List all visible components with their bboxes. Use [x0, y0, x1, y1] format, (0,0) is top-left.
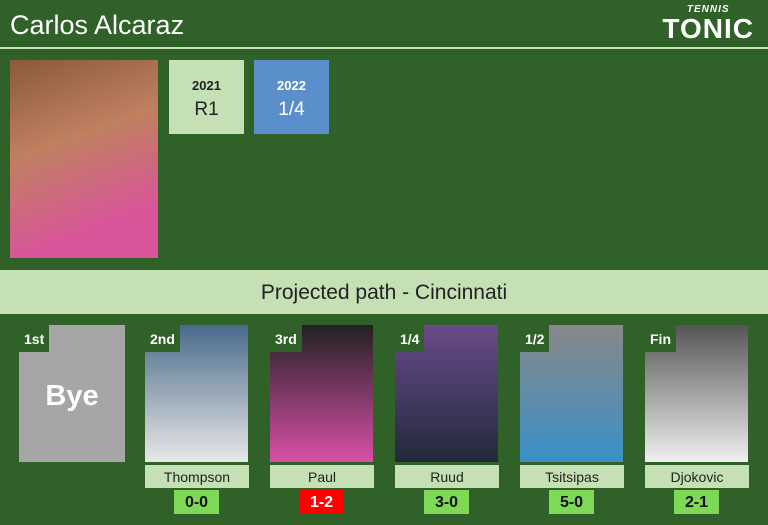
- h2h-score: 5-0: [549, 490, 594, 514]
- h2h-score: 1-2: [299, 490, 344, 514]
- bye-card: 1st Bye: [19, 325, 125, 462]
- opponent-name: Thompson: [145, 465, 249, 488]
- opponent-photo: 1/4: [395, 325, 498, 462]
- player-photo: [10, 60, 158, 258]
- history-2021: 2021 R1: [169, 60, 244, 134]
- h2h-score: 3-0: [424, 490, 469, 514]
- h2h-score: 2-1: [674, 490, 719, 514]
- opponent-photo: 1/2: [520, 325, 623, 462]
- opponent-photo: 2nd: [145, 325, 248, 462]
- divider: [0, 47, 768, 49]
- opponent-name: Djokovic: [645, 465, 749, 488]
- h2h-score: 0-0: [174, 490, 219, 514]
- projected-path-banner: Projected path - Cincinnati: [0, 270, 768, 314]
- tennis-tonic-logo: TENNIS TONIC: [662, 4, 754, 44]
- opponent-name: Paul: [270, 465, 374, 488]
- opponent-photo: 3rd: [270, 325, 373, 462]
- player-name-title: Carlos Alcaraz: [10, 10, 185, 40]
- opponent-photo: Fin: [645, 325, 748, 462]
- opponent-name: Ruud: [395, 465, 499, 488]
- history-2022: 2022 1/4: [254, 60, 329, 134]
- opponent-name: Tsitsipas: [520, 465, 624, 488]
